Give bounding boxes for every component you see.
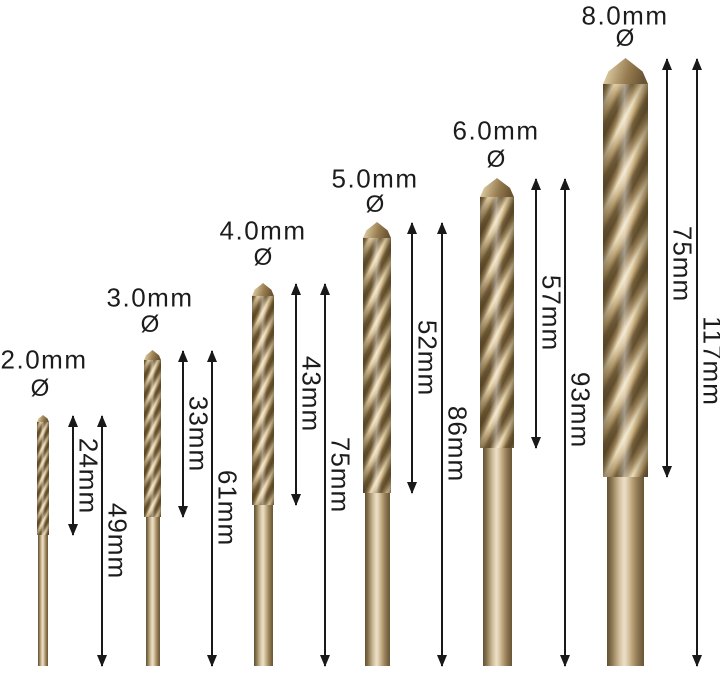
drill-flute [144, 360, 161, 517]
flute-length-label: 33mm [183, 395, 214, 473]
drill-flute [252, 296, 274, 505]
total-length-arrow [437, 222, 447, 667]
drill-bit-4mm [252, 283, 274, 666]
total-length-label: 61mm [212, 469, 243, 547]
drill-bit-3mm [144, 350, 161, 666]
drill-tip [603, 58, 648, 84]
drill-bit-8mm [603, 58, 648, 666]
size-label-6mm: 6.0mm [452, 115, 540, 146]
drill-flute [363, 238, 391, 493]
total-length-label: 49mm [102, 502, 133, 580]
drill-bit-2mm [37, 415, 49, 666]
size-label-4mm: 4.0mm [219, 215, 307, 246]
diameter-symbol: Ø [30, 375, 50, 402]
flute-length-label: 52mm [412, 319, 443, 397]
diameter-symbol: Ø [615, 25, 635, 52]
total-length-label: 93mm [565, 371, 596, 449]
total-length-arrow [320, 283, 330, 667]
drill-shank [364, 493, 390, 666]
drill-tip [144, 350, 161, 360]
drill-flute [603, 84, 648, 477]
diameter-symbol: Ø [140, 311, 160, 338]
flute-length-arrow [291, 283, 301, 506]
flute-length-label: 43mm [296, 355, 327, 433]
drill-shank [38, 535, 48, 666]
diameter-symbol: Ø [365, 191, 385, 218]
flute-length-label: 75mm [667, 225, 698, 303]
flute-length-arrow [178, 350, 188, 518]
flute-length-label: 57mm [536, 274, 567, 352]
drill-tip [480, 178, 514, 197]
drill-bit-6mm [480, 178, 514, 666]
size-label-8mm: 8.0mm [581, 0, 669, 31]
drill-shank [607, 477, 644, 666]
drill-tip [37, 415, 49, 422]
diameter-symbol: Ø [486, 146, 506, 173]
size-label-3mm: 3.0mm [106, 282, 194, 313]
drill-tip [363, 222, 391, 238]
total-length-label: 75mm [325, 436, 356, 514]
flute-length-label: 24mm [73, 437, 104, 515]
flute-length-arrow [407, 222, 417, 494]
total-length-label: 117mm [697, 316, 720, 406]
total-length-arrow [207, 350, 217, 667]
drill-tip [252, 283, 274, 296]
drill-shank [145, 517, 160, 666]
size-label-5mm: 5.0mm [331, 163, 419, 194]
flute-length-arrow [531, 178, 541, 449]
size-label-2mm: 2.0mm [0, 344, 88, 375]
drill-shank [482, 448, 512, 666]
drill-shank [253, 505, 273, 666]
total-length-label: 86mm [442, 405, 473, 483]
drill-bit-5mm [363, 222, 391, 666]
total-length-arrow [97, 415, 107, 667]
flute-length-arrow [662, 58, 672, 478]
total-length-arrow [560, 178, 570, 667]
drill-flute [37, 422, 49, 535]
total-length-arrow [692, 58, 702, 667]
drill-flute [480, 197, 514, 448]
flute-length-arrow [68, 415, 78, 536]
diameter-symbol: Ø [253, 244, 273, 271]
